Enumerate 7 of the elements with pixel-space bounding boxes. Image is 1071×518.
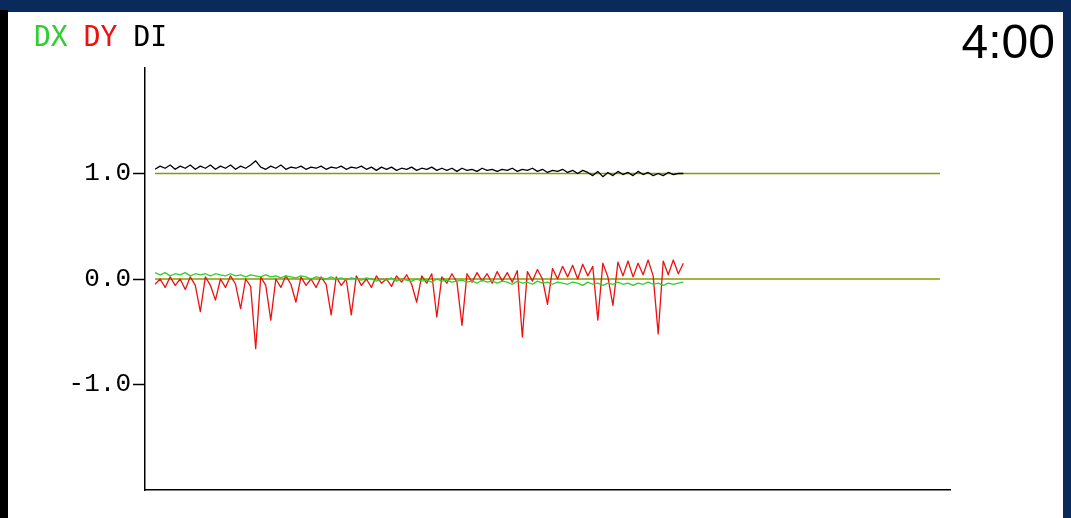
text: 4:00	[961, 14, 1055, 69]
y-tick-label: -1.0	[68, 369, 131, 400]
text: DY	[83, 20, 118, 53]
text: DX	[34, 20, 68, 53]
y-tick-label: 0.0	[84, 263, 131, 294]
y-tick-label: 1.0	[84, 158, 131, 189]
text: DI	[133, 20, 168, 53]
